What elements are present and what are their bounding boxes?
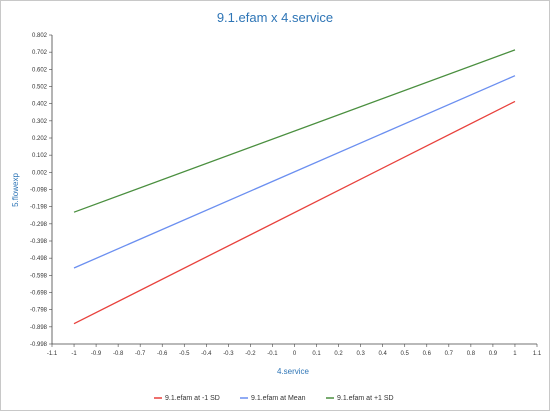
y-tick-label: 0.402 (32, 102, 48, 108)
y-tick-label: 0.202 (32, 136, 48, 142)
y-tick-label: 0.502 (32, 85, 48, 91)
legend-item-3: 9.1.efam at +1 SD (326, 395, 394, 402)
x-tick-label: -0.3 (223, 351, 234, 357)
legend-item-1: 9.1.efam at -1 SD (154, 395, 220, 402)
x-tick-label: -0.1 (267, 351, 278, 357)
series-line-2 (73, 75, 516, 269)
x-tick-label: 0.7 (445, 351, 454, 357)
x-tick-label: 1.1 (533, 351, 542, 357)
x-tick-label: 0.3 (356, 351, 365, 357)
x-tick-label: 0.8 (467, 351, 476, 357)
legend-label: 9.1.efam at Mean (251, 395, 306, 402)
y-tick-label: -0.598 (30, 273, 48, 279)
x-tick-label: 0.2 (334, 351, 343, 357)
x-tick-label: 0.1 (312, 351, 321, 357)
plot-area: 0.802 0.702 0.602 0.502 0.402 0.302 0.202 0.102… (30, 33, 542, 357)
x-tick-label: 0 (293, 351, 297, 357)
y-tick-label: -0.798 (30, 308, 48, 314)
x-tick-label: 0.9 (489, 351, 498, 357)
y-tick-label: 0.302 (32, 119, 48, 125)
x-tick-label: -1 (71, 351, 77, 357)
legend-label: 9.1.efam at +1 SD (337, 395, 394, 402)
y-tick-label: -0.698 (30, 291, 48, 297)
y-tick-label: -0.198 (30, 205, 48, 211)
x-tick-label: -0.4 (201, 351, 212, 357)
x-tick-label: 1 (513, 351, 517, 357)
x-tick-label: -1.1 (47, 351, 58, 357)
y-tick-label: 0.702 (32, 50, 48, 56)
y-tick-label: -0.398 (30, 239, 48, 245)
x-tick-label: -0.6 (157, 351, 168, 357)
x-tick-label: -0.7 (135, 351, 146, 357)
series-line-1 (73, 100, 516, 325)
x-tick-label: -0.9 (91, 351, 102, 357)
legend-label: 9.1.efam at -1 SD (165, 395, 220, 402)
y-tick-label: -0.098 (30, 188, 48, 194)
legend: 9.1.efam at -1 SD 9.1.efam at Mean 9.1.efa… (154, 395, 394, 402)
x-tick-label: -0.5 (179, 351, 190, 357)
y-axis-label: 5.flowexp (11, 173, 20, 207)
legend-item-2: 9.1.efam at Mean (240, 395, 306, 402)
x-tick-label: -0.8 (113, 351, 124, 357)
chart-title: 9.1.efam x 4.service (217, 10, 333, 25)
y-tick-label: -0.298 (30, 222, 48, 228)
y-tick-label: 0.102 (32, 153, 48, 159)
y-tick-label: 0.802 (32, 33, 48, 39)
y-tick-label: 0.002 (32, 170, 48, 176)
y-tick-label: -0.998 (30, 342, 48, 348)
y-tick-label: -0.898 (30, 325, 48, 331)
y-tick-label: 0.602 (32, 67, 48, 73)
x-tick-label: 0.5 (401, 351, 410, 357)
series-line-3 (73, 49, 516, 213)
y-tick-label: -0.498 (30, 256, 48, 262)
x-tick-label: 0.6 (423, 351, 432, 357)
x-tick-label: 0.4 (379, 351, 388, 357)
x-axis-label: 4.service (277, 367, 310, 376)
x-tick-label: -0.2 (245, 351, 256, 357)
